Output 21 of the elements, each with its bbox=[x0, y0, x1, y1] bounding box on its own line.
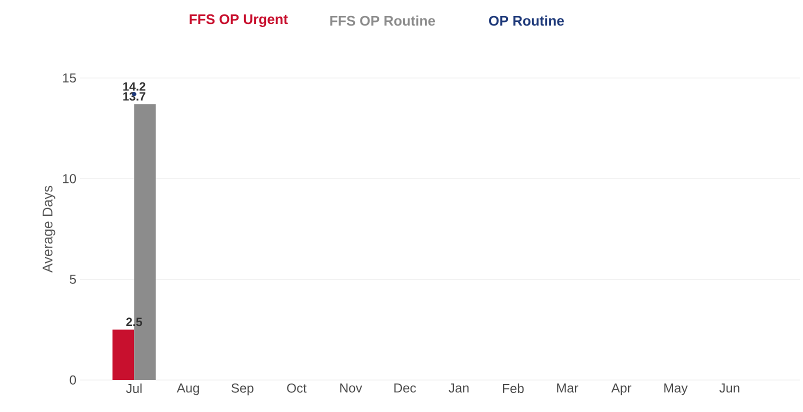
x-tick-label: Nov bbox=[340, 384, 362, 393]
y-tick-label: 15 bbox=[63, 73, 76, 83]
x-tick-label: Dec bbox=[394, 384, 416, 393]
x-tick-label: Jun bbox=[719, 384, 740, 393]
y-axis-title: Average Days bbox=[42, 186, 56, 273]
data-label: 14.2 bbox=[123, 82, 146, 91]
x-tick-label: Feb bbox=[502, 384, 524, 394]
y-tick-label: 5 bbox=[70, 274, 76, 284]
x-tick-label: May bbox=[664, 384, 688, 396]
x-tick-label: Oct bbox=[287, 384, 307, 393]
text: FFS OP Urgent bbox=[190, 14, 288, 27]
x-tick-label: Jul bbox=[126, 384, 142, 394]
text: FFS OP Routine bbox=[330, 15, 436, 26]
x-tick-label: Jan bbox=[448, 384, 469, 393]
x-tick-label: Sep bbox=[231, 384, 254, 396]
x-tick-label: Aug bbox=[176, 384, 199, 396]
text: OP Routine bbox=[489, 15, 564, 26]
x-tick-label: Mar bbox=[557, 384, 578, 393]
x-tick-label: Apr bbox=[611, 384, 632, 396]
y-tick-label: 10 bbox=[63, 174, 76, 184]
y-tick-label: 0 bbox=[70, 375, 76, 385]
